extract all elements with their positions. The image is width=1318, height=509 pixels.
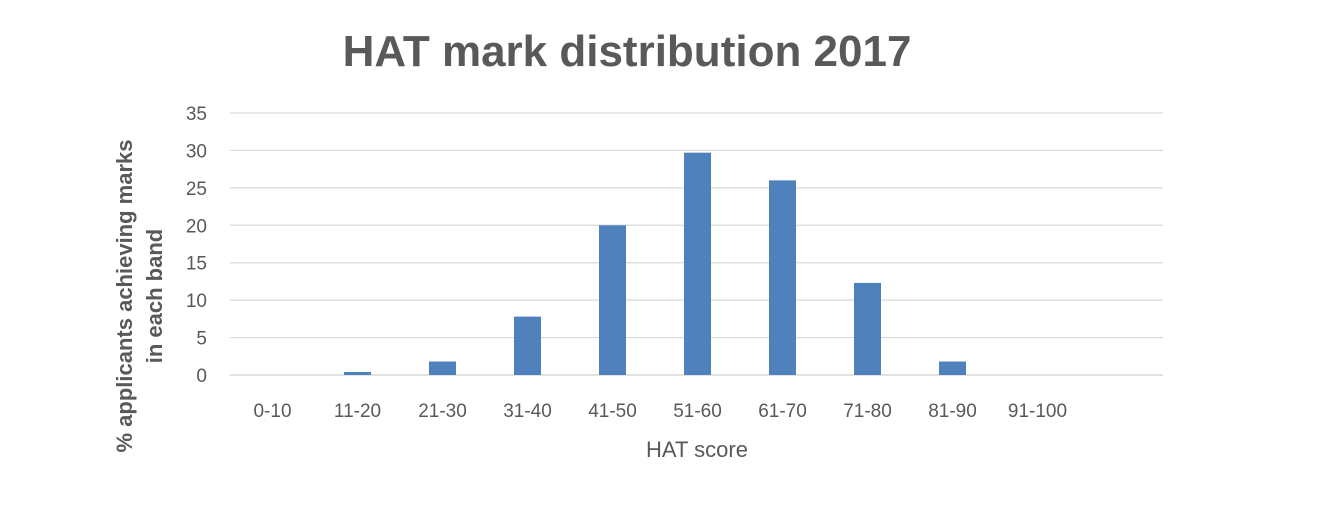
x-tick-label: 31-40 xyxy=(503,401,552,422)
x-tick-label: 0-10 xyxy=(253,401,291,422)
y-tick-label: 15 xyxy=(186,254,207,275)
bar-81-90 xyxy=(939,361,966,375)
bar-41-50 xyxy=(599,225,626,375)
x-tick-label: 71-80 xyxy=(843,401,892,422)
x-tick-label: 91-100 xyxy=(1008,401,1067,422)
y-tick-label: 35 xyxy=(186,104,207,125)
bar-51-60 xyxy=(684,152,711,375)
bar-11-20 xyxy=(344,372,371,375)
x-tick-label: 51-60 xyxy=(673,401,722,422)
x-tick-label: 61-70 xyxy=(758,401,807,422)
x-tick-label: 41-50 xyxy=(588,401,637,422)
bar-31-40 xyxy=(514,316,541,375)
y-tick-label: 20 xyxy=(186,216,207,237)
y-axis-ticks: 0 5 10 15 20 25 30 35 xyxy=(186,104,207,387)
y-tick-label: 10 xyxy=(186,291,207,312)
bar-21-30 xyxy=(429,361,456,375)
y-tick-label: 5 xyxy=(196,329,207,350)
chart-title: HAT mark distribution 2017 xyxy=(343,27,912,76)
x-axis-ticks: 0-10 11-20 21-30 31-40 41-50 51-60 61-70 71-80 8… xyxy=(253,401,1067,422)
bars xyxy=(344,152,966,375)
y-axis-label-line-2: in each band xyxy=(142,229,167,363)
bar-71-80 xyxy=(854,282,881,375)
x-tick-label: 21-30 xyxy=(418,401,467,422)
y-tick-label: 30 xyxy=(186,141,207,162)
y-axis-label-line-1: % applicants achieving marks xyxy=(112,139,137,452)
x-tick-label: 11-20 xyxy=(334,401,381,422)
y-axis-label: % applicants achieving marks in each ban… xyxy=(112,139,167,452)
y-tick-label: 25 xyxy=(186,179,207,200)
x-tick-label: 81-90 xyxy=(928,401,977,422)
bar-61-70 xyxy=(769,180,796,375)
y-tick-label: 0 xyxy=(196,366,207,387)
x-axis-label: HAT score xyxy=(646,437,748,462)
